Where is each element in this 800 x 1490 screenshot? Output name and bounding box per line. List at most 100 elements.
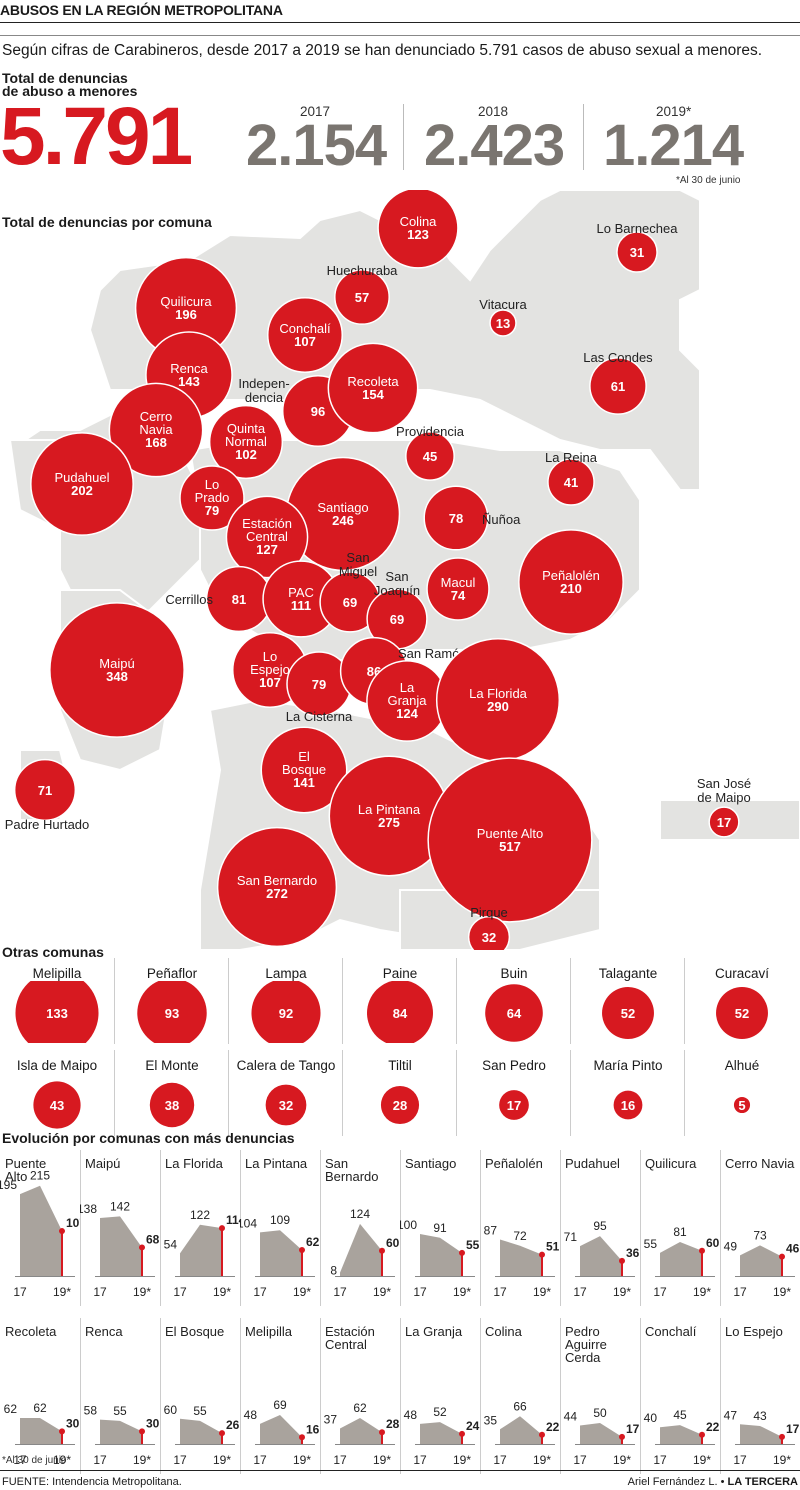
- bubble-value: 123: [407, 227, 429, 242]
- evo-tick-label: 19*: [613, 1285, 631, 1299]
- footer-credit: Ariel Fernández L. • LA TERCERA: [628, 1476, 798, 1488]
- bubble-label: La Reina: [545, 450, 598, 465]
- evo-value-label: 55: [193, 1404, 207, 1418]
- bubble-circle: [108, 382, 204, 478]
- year-value-2017: 2.154: [246, 113, 387, 178]
- evo-value-label: 26: [226, 1418, 240, 1432]
- evo-value-label: 68: [146, 1232, 160, 1246]
- bubble-value: 290: [487, 699, 509, 714]
- evo-series-name: Pedro: [565, 1324, 600, 1339]
- bubble-huechuraba: 57 Huechuraba: [327, 263, 399, 325]
- other-bubble-value: 93: [165, 1006, 179, 1021]
- bubble-value: 71: [38, 783, 52, 798]
- evo-tick-label: 17: [653, 1453, 667, 1467]
- bubble-circle: [208, 404, 284, 480]
- bubble-name: Maipú: [99, 656, 134, 671]
- bubble-value: 107: [294, 334, 316, 349]
- evo-tick-label: 17: [173, 1285, 187, 1299]
- evolution-note: *Al 30 de junio: [2, 1455, 67, 1466]
- other-comuna-bubble: 32: [265, 1084, 307, 1126]
- bubble-circle: [30, 432, 134, 536]
- top-rule: [0, 35, 800, 36]
- other-comuna-name: Calera de Tango: [236, 1058, 336, 1073]
- bubble-value: 348: [106, 669, 128, 684]
- evo-area: [660, 1425, 702, 1444]
- bubble-circle: [467, 915, 511, 950]
- bubble-pirque: 32 Pirque: [467, 905, 511, 950]
- evo-area: [660, 1241, 702, 1276]
- bubble-value: 69: [343, 595, 357, 610]
- evo-value-label: 37: [324, 1412, 338, 1426]
- evo-series-name: Estación: [325, 1324, 375, 1339]
- evo-value-label: 66: [513, 1399, 527, 1413]
- bubble-name: Recoleta: [347, 374, 399, 389]
- evo-area: [500, 1239, 542, 1276]
- evo-value-label: 114: [226, 1213, 240, 1227]
- bubble-value: 127: [256, 542, 278, 557]
- other-comuna-bubble: 133: [15, 981, 99, 1043]
- other-comuna-name: Isla de Maipo: [16, 1058, 98, 1073]
- evo-area: [340, 1417, 382, 1444]
- evo-value-label: 17: [626, 1422, 640, 1436]
- evo-area: [420, 1234, 462, 1276]
- evo-tick-label: 19*: [133, 1453, 151, 1467]
- other-comuna-name: Curacaví: [714, 966, 770, 981]
- evo-series-name: Recoleta: [5, 1324, 57, 1339]
- evo-value-label: 81: [673, 1225, 687, 1239]
- evo-area: [420, 1422, 462, 1444]
- other-bubble-value: 52: [735, 1006, 749, 1021]
- evo-value-label: 62: [306, 1235, 320, 1249]
- evo-value-label: 28: [386, 1417, 400, 1431]
- evo-value-label: 142: [110, 1199, 130, 1213]
- other-bubble-value: 32: [279, 1098, 293, 1113]
- bubble-value: 272: [266, 886, 288, 901]
- evo-area: [580, 1423, 622, 1444]
- other-comuna-name: El Monte: [145, 1058, 199, 1073]
- evo-tick-label: 19*: [53, 1285, 71, 1299]
- bubble-padre-hurtado: 71 Padre Hurtado: [5, 758, 89, 832]
- other-comuna-melipilla: Melipilla 133: [0, 958, 114, 1044]
- evo-area: [260, 1230, 302, 1276]
- bubble-circle: [179, 465, 245, 531]
- evo-last-dot: [59, 1428, 65, 1435]
- evo-value-label: 30: [146, 1416, 160, 1430]
- evo-tick-label: 19*: [293, 1453, 311, 1467]
- other-bubble-circle: [137, 981, 207, 1043]
- evo-last-dot: [59, 1228, 65, 1235]
- evo-chart-la-pintana: La Pintana 104 109 62 17 19*: [240, 1150, 320, 1306]
- other-bubble-value: 92: [279, 1006, 293, 1021]
- bubble-label: San José: [697, 776, 751, 791]
- evo-tick-label: 17: [333, 1453, 347, 1467]
- other-comuna-name: Talagante: [598, 966, 658, 981]
- evo-area: [500, 1416, 542, 1444]
- bubble-vitacura: 13 Vitacura: [479, 297, 527, 337]
- evo-series-name: Lo Espejo: [725, 1324, 783, 1339]
- bubble-circle: [423, 485, 489, 551]
- bubble-name: Conchalí: [279, 321, 331, 336]
- other-bubble-circle: [15, 981, 99, 1043]
- bubble-circle: [489, 309, 517, 337]
- evo-value-label: 52: [433, 1405, 447, 1419]
- year-value-2018: 2.423: [424, 113, 565, 178]
- other-bubble-circle: [485, 984, 543, 1042]
- bubble-circle: [616, 231, 658, 273]
- evo-tick-label: 19*: [773, 1453, 791, 1467]
- bubble-label: Huechuraba: [327, 263, 399, 278]
- other-comuna-bubble: 52: [716, 987, 768, 1039]
- other-comuna-bubble: 84: [367, 981, 433, 1043]
- evo-value-label: 46: [786, 1242, 800, 1256]
- evo-last-dot: [139, 1428, 145, 1435]
- evo-value-label: 109: [270, 1213, 290, 1227]
- other-bubble-circle: [33, 1081, 81, 1129]
- evo-value-label: 55: [466, 1238, 480, 1252]
- other-bubble-value: 43: [50, 1098, 64, 1113]
